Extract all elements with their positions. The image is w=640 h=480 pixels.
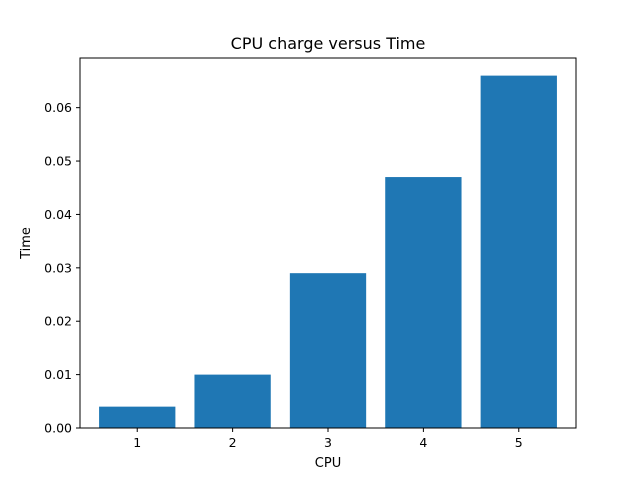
y-tick-label: 0.04 (44, 207, 72, 222)
y-tick-label: 0.06 (44, 100, 72, 115)
x-tick-label: 3 (324, 435, 332, 450)
x-axis-ticks: 1 2 3 4 5 (133, 428, 523, 450)
bar-cpu-4 (385, 177, 462, 428)
bar-cpu-5 (480, 75, 557, 429)
bar-cpu-2 (194, 374, 271, 428)
y-tick-label: 0.01 (44, 367, 72, 382)
y-tick-label: 0.03 (44, 260, 72, 275)
bar-cpu-3 (289, 273, 367, 428)
y-axis-ticks: 0.00 0.01 0.02 0.03 0.04 0.05 0.06 (44, 100, 80, 436)
x-tick-label: 4 (419, 435, 427, 450)
x-axis-label: CPU (315, 456, 341, 471)
x-tick-label: 2 (229, 435, 237, 450)
y-tick-label: 0.02 (44, 314, 72, 329)
y-axis-label: Time (19, 227, 34, 260)
y-tick-label: 0.05 (44, 154, 72, 169)
x-tick-label: 5 (515, 435, 523, 450)
chart-title: CPU charge versus Time (231, 34, 426, 53)
y-tick-label: 0.00 (44, 421, 72, 436)
bars (99, 75, 557, 429)
bar-cpu-1 (99, 406, 176, 428)
x-tick-label: 1 (133, 435, 141, 450)
